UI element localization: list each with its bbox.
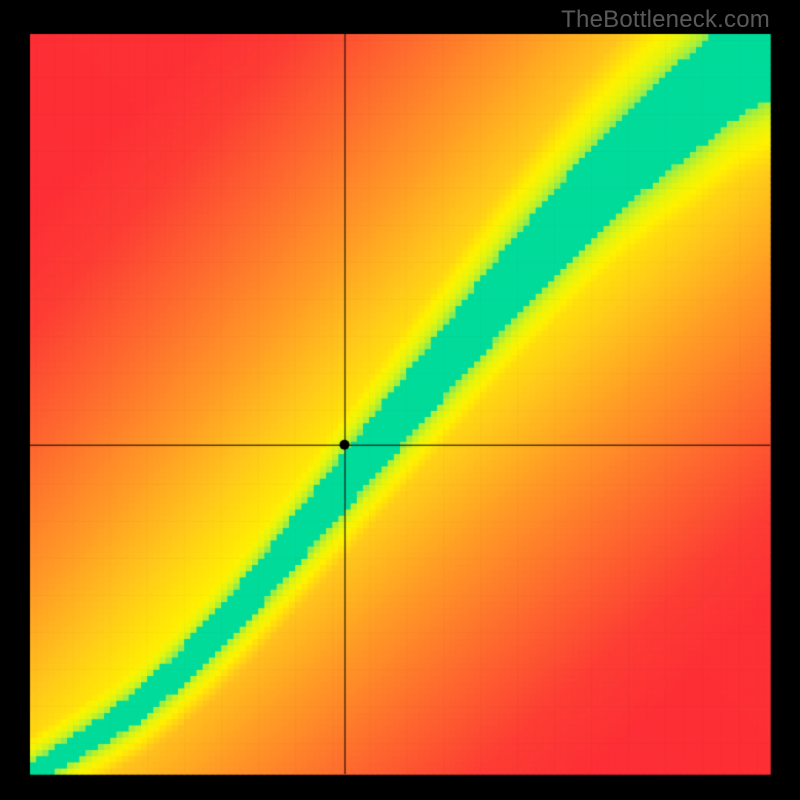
heatmap-canvas	[0, 0, 800, 800]
chart-container: TheBottleneck.com	[0, 0, 800, 800]
watermark-text: TheBottleneck.com	[561, 6, 770, 34]
